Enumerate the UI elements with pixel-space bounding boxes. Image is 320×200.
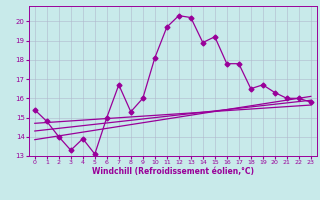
X-axis label: Windchill (Refroidissement éolien,°C): Windchill (Refroidissement éolien,°C) <box>92 167 254 176</box>
